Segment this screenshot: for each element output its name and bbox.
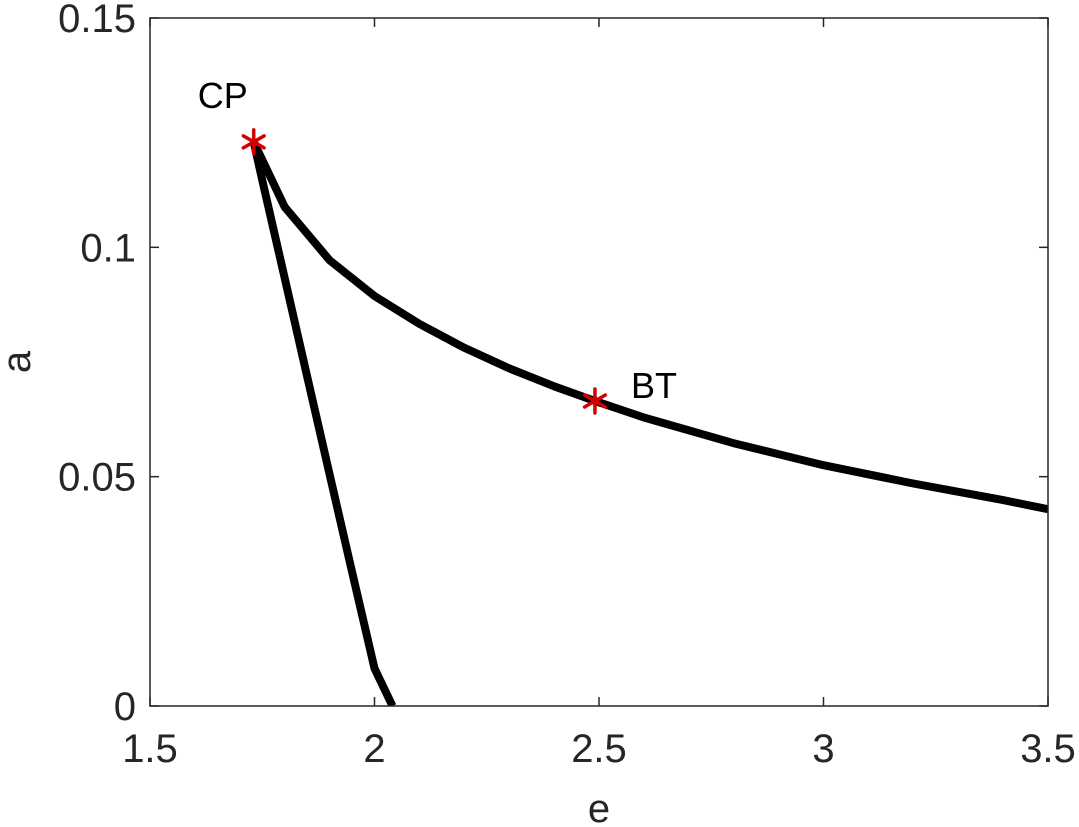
y-tick-label: 0.1 bbox=[80, 226, 136, 270]
points-layer: CP BT bbox=[198, 75, 677, 415]
x-tick-label: 3.5 bbox=[1020, 727, 1076, 771]
point-marker-bt bbox=[582, 387, 608, 415]
point-label-cp: CP bbox=[198, 75, 248, 116]
x-tick-label: 3 bbox=[812, 727, 834, 771]
series-line-2 bbox=[250, 140, 1048, 514]
point-label-bt: BT bbox=[631, 365, 677, 406]
x-tick-label: 1.5 bbox=[122, 727, 178, 771]
y-tick-label: 0.15 bbox=[58, 0, 136, 41]
series-line-1 bbox=[249, 140, 397, 706]
x-axis-title: e bbox=[588, 787, 610, 827]
x-tick-label: 2 bbox=[363, 727, 385, 771]
x-tick-label: 2.5 bbox=[571, 727, 627, 771]
y-tick-label: 0 bbox=[114, 685, 136, 729]
y-tick-label: 0.05 bbox=[58, 456, 136, 500]
curves-layer bbox=[249, 140, 1048, 706]
axes-box bbox=[149, 17, 1049, 707]
point-marker-cp bbox=[241, 128, 266, 156]
y-axis-title: a bbox=[0, 350, 39, 373]
ticks-layer: 1.5 2 2.5 3 3.5 0 0.05 0.1 0.15 bbox=[58, 0, 1076, 771]
